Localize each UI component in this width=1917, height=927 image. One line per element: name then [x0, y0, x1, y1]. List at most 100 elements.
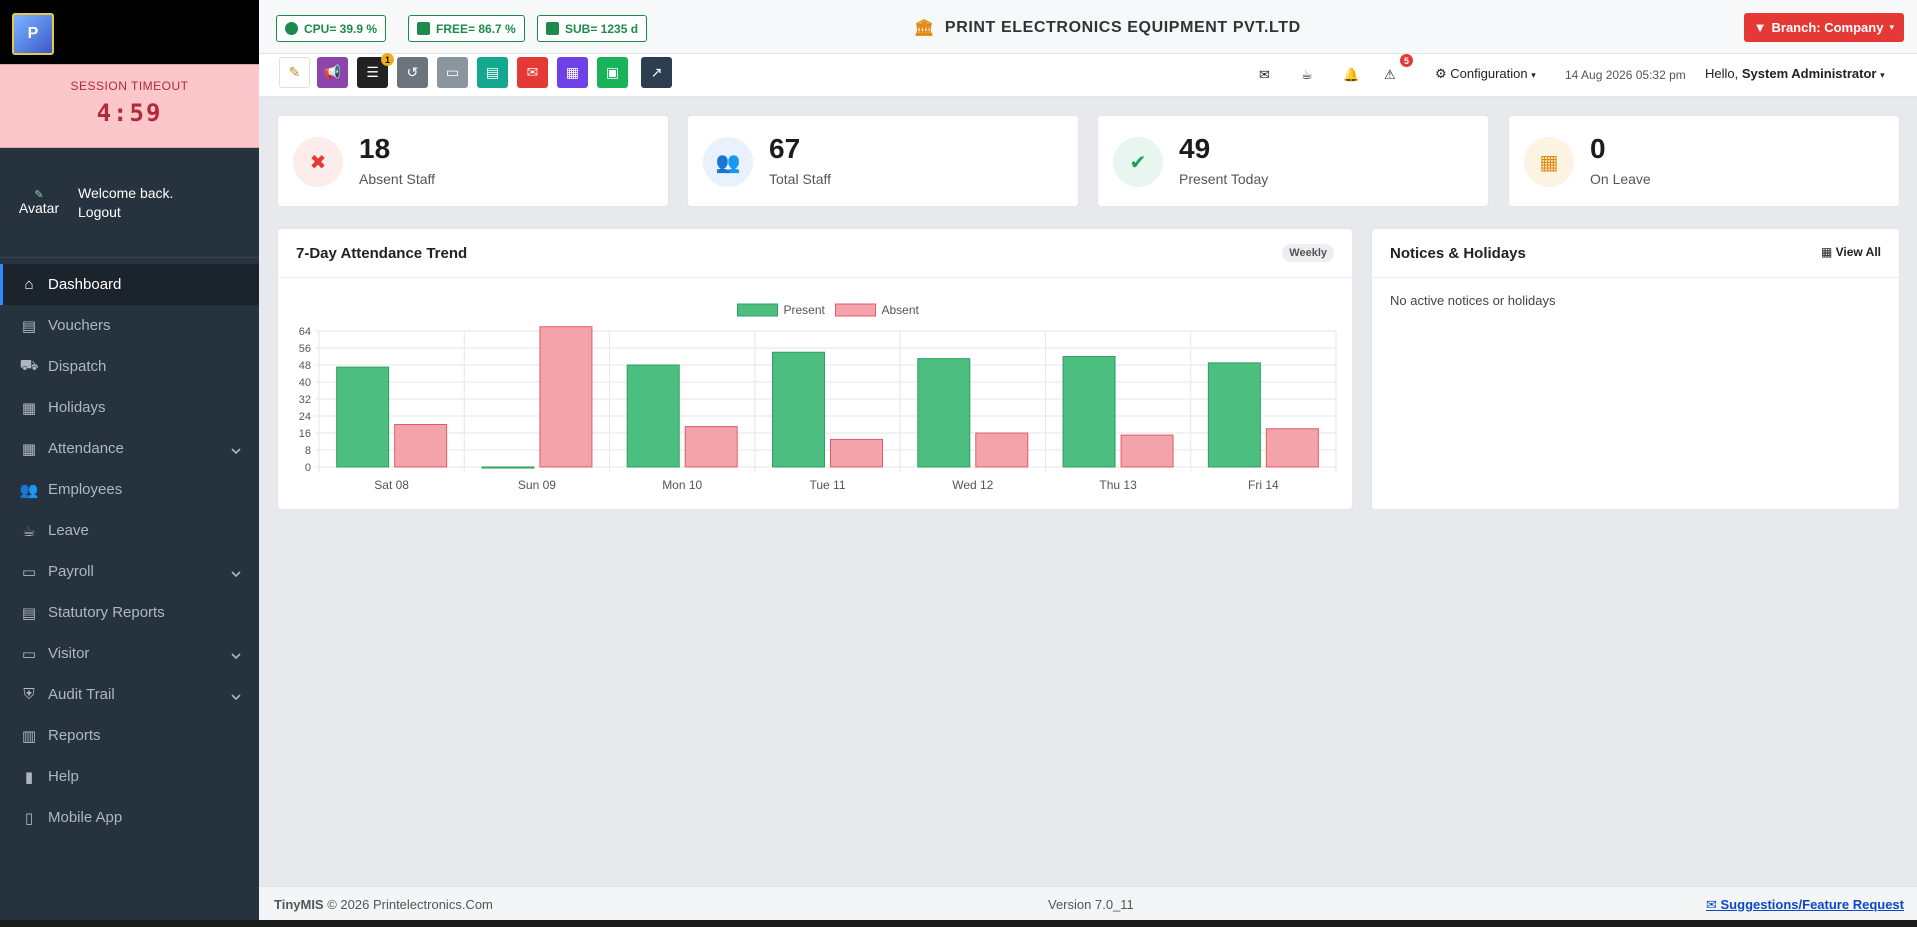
chevron-down-icon: [231, 647, 241, 664]
sidebar-item-dispatch[interactable]: ⛟ Dispatch: [0, 346, 259, 387]
user-x-icon: ✖: [293, 137, 343, 187]
file-icon: ▤: [21, 604, 37, 622]
y-tick-label: 16: [299, 428, 311, 440]
sidebar-item-help[interactable]: ▮ Help: [0, 756, 259, 797]
sidebar-item-label: Dashboard: [48, 276, 122, 293]
truck-icon: ⛟: [19, 357, 39, 374]
configuration-menu[interactable]: ⚙ Configuration ▾: [1435, 66, 1536, 82]
sidebar-item-holidays[interactable]: ▦ Holidays: [0, 387, 259, 428]
x-tick-label: Wed 12: [952, 478, 993, 492]
envelope-icon[interactable]: ✉: [1259, 67, 1270, 82]
y-tick-label: 56: [299, 343, 311, 355]
briefcase-button[interactable]: ▣: [597, 57, 628, 88]
x-tick-label: Tue 11: [809, 478, 845, 492]
folder-button[interactable]: ▭: [437, 57, 468, 88]
free-stat: FREE= 86.7 %: [408, 15, 525, 42]
warning-icon[interactable]: ⚠: [1384, 67, 1396, 82]
calendar-check-icon: ▦: [21, 440, 37, 458]
stat-card-label: Absent Staff: [359, 171, 436, 187]
y-tick-label: 0: [305, 462, 311, 474]
sub-stat-text: SUB= 1235 d: [565, 21, 639, 36]
hello-text: Hello,: [1705, 66, 1739, 81]
sidebar-item-payroll[interactable]: ▭ Payroll: [0, 551, 259, 592]
footer-copyright-text: © 2026 Printelectronics.Com: [327, 897, 493, 912]
sidebar-item-statutory-reports[interactable]: ▤ Statutory Reports: [0, 592, 259, 633]
stat-card-value: 67: [769, 133, 801, 164]
taskbar-strip: [0, 920, 1917, 927]
branch-dropdown[interactable]: ▼ Branch: Company ▾: [1743, 13, 1904, 42]
stat-card-label: On Leave: [1590, 171, 1651, 187]
sidebar-item-audit-trail[interactable]: ⛨ Audit Trail: [0, 674, 259, 715]
chart-icon: ▥: [21, 727, 37, 745]
stat-card-present-today: ✔ 49 Present Today: [1097, 115, 1489, 207]
sidebar-item-employees[interactable]: 👥 Employees: [0, 469, 259, 510]
stat-card-label: Present Today: [1179, 171, 1269, 187]
sidebar-item-attendance[interactable]: ▦ Attendance: [0, 428, 259, 469]
caret-down-icon: ▾: [1889, 22, 1894, 32]
card-button[interactable]: ▤: [477, 57, 508, 88]
stat-card-total-staff: 👥 67 Total Staff: [687, 115, 1079, 207]
suggestions-link[interactable]: ✉ Suggestions/Feature Request: [1706, 897, 1904, 913]
shield-icon: ⛨: [23, 686, 35, 703]
logout-link[interactable]: Logout: [78, 203, 121, 220]
y-tick-label: 48: [299, 360, 311, 372]
sidebar-item-mobile-app[interactable]: ▯ Mobile App: [0, 797, 259, 838]
stat-card-label: Total Staff: [769, 171, 832, 187]
x-tick-label: Fri 14: [1248, 478, 1279, 492]
avatar: ✎ Avatar: [18, 189, 60, 216]
sidebar-item-reports[interactable]: ▥ Reports: [0, 715, 259, 756]
bar-present-thu-13: [1062, 356, 1116, 468]
sidebar-item-visitor[interactable]: ▭ Visitor: [0, 633, 259, 674]
weekly-badge: Weekly: [1282, 244, 1334, 262]
footer-copyright: TinyMIS © 2026 Printelectronics.Com: [274, 897, 493, 912]
avatar-alt-text: Avatar: [18, 199, 60, 216]
bar-absent-thu-13: [1120, 434, 1174, 468]
sidebar: P SESSION TIMEOUT 4:59 ✎ Avatar Welcome …: [0, 0, 259, 927]
gear-icon: ⚙: [1435, 66, 1447, 81]
sidebar-item-label: Help: [48, 768, 79, 785]
broken-image-icon: ✎: [34, 188, 44, 201]
envelope-icon: ✉: [1705, 897, 1717, 912]
book-icon: ▮: [24, 768, 34, 786]
view-all-link[interactable]: ▦ View All: [1821, 245, 1881, 259]
announcement-button[interactable]: 📢: [317, 57, 348, 88]
attendance-chart: Present Absent 0 8 16 24 32 40 48 56 64 Sat 08 Sun 0…: [299, 303, 1337, 492]
sidebar-item-label: Mobile App: [48, 809, 123, 826]
legend-label-present: Present: [784, 303, 826, 317]
y-tick-label: 40: [299, 377, 311, 389]
sidebar-item-vouchers[interactable]: ▤ Vouchers: [0, 305, 259, 346]
calculator-button[interactable]: ▦: [557, 57, 588, 88]
bar-present-mon-10: [626, 364, 680, 468]
footer-version: Version 7.0_11: [1048, 897, 1134, 912]
current-datetime: 14 Aug 2026 05:32 pm: [1565, 68, 1686, 82]
user-menu[interactable]: Hello, System Administrator ▾: [1705, 66, 1885, 81]
stat-card-value: 0: [1590, 133, 1606, 164]
attendance-trend-header: 7-Day Attendance Trend Weekly: [278, 229, 1352, 278]
view-all-label: View All: [1835, 245, 1881, 259]
user-profile: ✎ Avatar Welcome back. Logout: [0, 148, 259, 258]
cpu-icon: [285, 22, 298, 35]
sidebar-item-label: Holidays: [48, 399, 106, 416]
app-logo[interactable]: P: [12, 13, 54, 55]
bar-absent-sun-09: [539, 326, 593, 468]
chevron-down-icon: [231, 688, 241, 705]
stat-card-on-leave: ▦ 0 On Leave: [1508, 115, 1900, 207]
money-icon: ▭: [21, 563, 37, 581]
analytics-button[interactable]: ↗: [641, 57, 672, 88]
notepad-button[interactable]: ✎: [279, 57, 310, 88]
bar-present-wed-12: [917, 358, 971, 468]
history-button[interactable]: ↺: [397, 57, 428, 88]
sidebar-item-dashboard[interactable]: ⌂ Dashboard: [0, 264, 259, 305]
session-timeout-label: SESSION TIMEOUT: [70, 79, 189, 93]
branch-label: Branch: Company: [1771, 20, 1884, 35]
sidebar-item-label: Vouchers: [48, 317, 111, 334]
coffee-icon[interactable]: ☕: [1301, 67, 1313, 82]
legend-swatch-present: [737, 303, 778, 317]
sidebar-item-leave[interactable]: ☕ Leave: [0, 510, 259, 551]
id-card-icon: ▭: [21, 645, 37, 663]
bell-icon[interactable]: 🔔: [1343, 67, 1360, 82]
mail-button[interactable]: ✉: [517, 57, 548, 88]
cpu-stat-text: CPU= 39.9 %: [304, 21, 378, 36]
caret-down-icon: ▾: [1880, 70, 1885, 80]
mobile-icon: ▯: [24, 809, 34, 827]
